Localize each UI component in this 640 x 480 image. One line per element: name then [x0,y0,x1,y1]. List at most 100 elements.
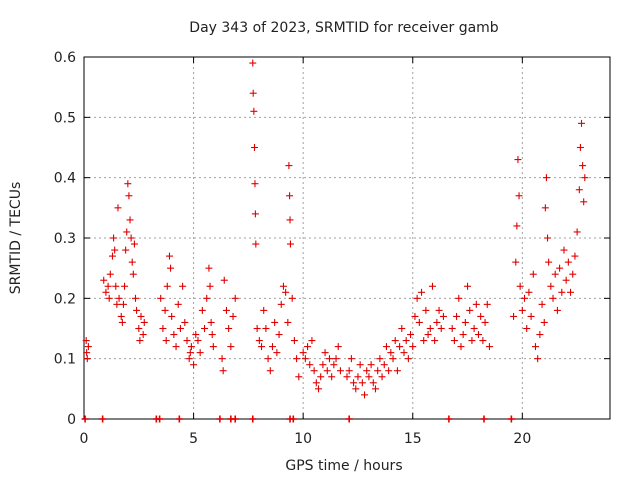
data-point [409,343,417,351]
data-point [380,361,388,369]
data-point [176,325,184,332]
data-point [106,270,114,278]
data-point [229,312,237,320]
data-point [83,355,91,363]
data-point [431,337,439,345]
data-point [464,282,472,290]
data-point [172,343,180,351]
data-point [301,355,309,363]
data-point [356,361,364,369]
data-point [133,306,141,314]
data-point [556,264,564,272]
data-point [426,325,434,332]
data-point [123,228,131,236]
y-tick-label: 0 [67,412,76,428]
data-point [286,240,294,248]
data-point [219,367,227,375]
data-point [198,306,206,314]
data-point [128,258,136,266]
data-point [558,288,566,296]
data-point [336,367,344,375]
data-point [277,300,285,308]
data-point [402,337,410,345]
data-point [365,373,373,381]
data-point [483,300,491,308]
data-point [439,312,447,320]
data-point [118,318,126,326]
chart-title: Day 343 of 2023, SRMTID for receiver gam… [189,20,499,36]
data-point [553,306,561,314]
data-point [310,367,318,375]
data-point [83,349,91,357]
data-point [382,343,390,351]
data-point [174,300,182,308]
data-point [453,312,461,320]
data-point [523,325,531,332]
data-point [185,355,193,363]
data-point [330,361,338,369]
data-point [111,246,119,254]
data-points [82,59,589,399]
data-point [114,204,122,212]
zero-marker [156,415,164,423]
data-point [354,373,362,381]
data-point [435,306,443,314]
data-point [513,222,521,230]
data-point [126,216,134,224]
data-point [279,282,287,290]
grid [84,57,610,419]
data-point [262,325,270,332]
data-point [110,234,118,242]
zero-marker [249,415,257,423]
data-point [560,246,568,254]
data-point [264,355,272,363]
data-point [396,343,404,351]
data-point [293,355,301,363]
data-point [385,367,393,375]
data-point [319,361,327,369]
data-point [136,337,144,345]
data-point [194,337,202,345]
data-point [140,318,148,326]
data-point [108,252,116,260]
data-point [422,306,430,314]
y-tick-label: 0.1 [54,352,76,368]
x-tick-label: 20 [513,431,531,447]
data-point [286,192,294,200]
zero-marker [289,415,297,423]
axis-ticks [83,56,610,420]
data-point [317,373,325,381]
data-point [518,306,526,314]
data-point [252,240,260,248]
data-point [352,385,360,393]
data-point [271,318,279,326]
data-point [472,300,480,308]
data-point [285,162,293,170]
data-point [183,337,191,345]
data-point [544,234,552,242]
x-tick-label: 0 [80,431,89,447]
data-point [545,258,553,266]
data-point [510,312,518,320]
data-point [400,349,408,357]
data-point [282,288,290,296]
data-point [304,343,312,351]
data-point [249,59,257,67]
data-point [358,379,366,387]
data-point [343,373,351,381]
data-point [251,144,259,151]
data-point [514,156,522,164]
data-point [218,355,226,363]
data-point [125,192,133,200]
data-point [534,355,542,363]
y-tick-label: 0.3 [54,231,76,247]
data-point [573,228,581,236]
y-tick-label: 0.5 [54,110,76,126]
data-point [407,331,415,339]
data-point [551,270,559,278]
data-point [208,331,216,339]
y-tick-label: 0.4 [54,171,76,187]
data-point [541,204,549,212]
data-point [127,234,135,242]
data-point [470,325,478,332]
